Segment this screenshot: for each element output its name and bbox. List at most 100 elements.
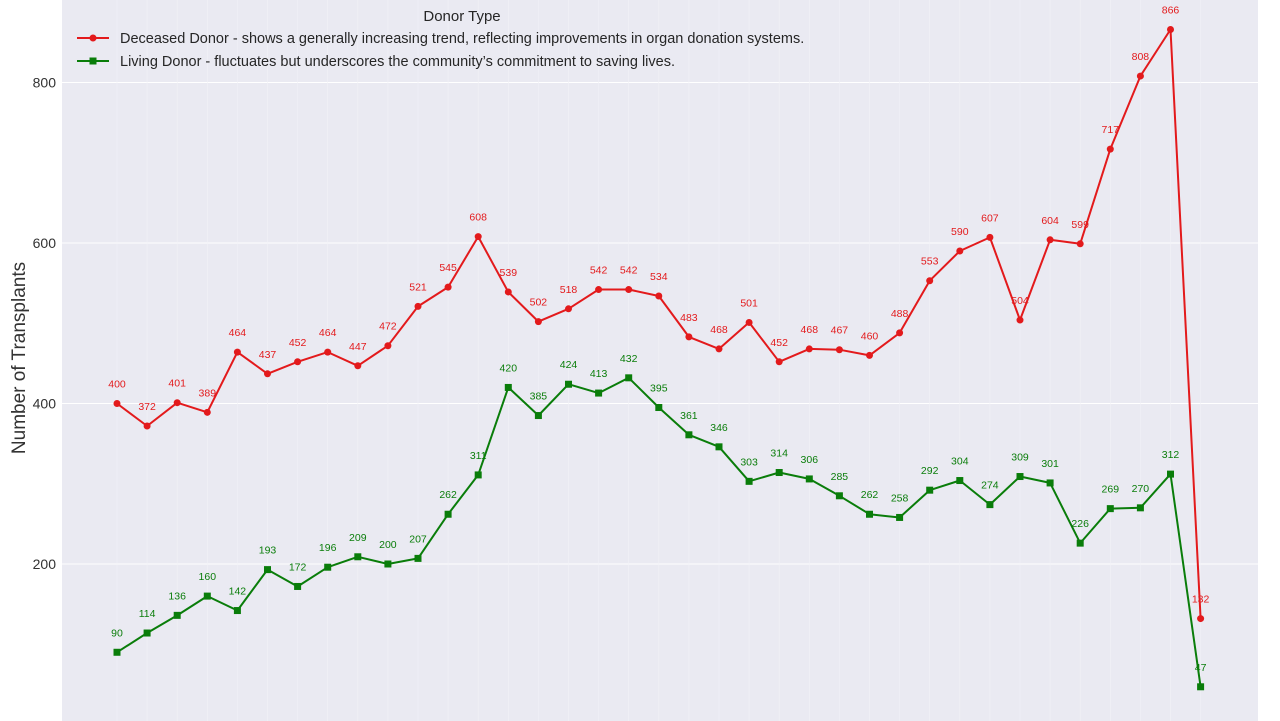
data-label: 142 xyxy=(229,586,247,598)
data-point xyxy=(896,513,904,521)
data-label: 269 xyxy=(1102,484,1120,496)
legend-label-deceased: Deceased Donor - shows a generally incre… xyxy=(120,31,804,47)
data-label: 193 xyxy=(259,545,277,557)
data-label: 464 xyxy=(229,327,247,339)
data-point xyxy=(986,233,994,241)
data-label: 413 xyxy=(590,368,608,380)
data-point xyxy=(896,329,904,337)
grid-lines xyxy=(62,0,1258,721)
data-label: 274 xyxy=(981,480,999,492)
data-point xyxy=(655,404,663,412)
data-point xyxy=(203,408,211,416)
data-point xyxy=(1167,26,1174,34)
data-label: 196 xyxy=(319,542,337,554)
data-point xyxy=(565,380,572,388)
data-label: 90 xyxy=(111,627,123,639)
data-point xyxy=(685,333,693,341)
data-label: 136 xyxy=(168,590,186,602)
legend-entry-deceased: Deceased Donor - shows a generally incre… xyxy=(77,31,804,47)
data-label: 599 xyxy=(1071,219,1089,231)
data-label: 608 xyxy=(469,212,487,224)
data-point xyxy=(625,286,633,294)
data-point xyxy=(203,592,211,600)
y-tick-label: 400 xyxy=(33,396,57,412)
data-label: 226 xyxy=(1071,518,1089,530)
data-label: 604 xyxy=(1041,215,1059,227)
data-point xyxy=(1106,145,1114,153)
legend-title: Donor Type xyxy=(423,8,500,25)
series-layer: 400 372 401 389 464 437 452 464 447 472 521 545 608 5… xyxy=(108,5,1210,691)
data-point xyxy=(384,342,392,350)
data-label: 424 xyxy=(560,359,578,371)
data-point xyxy=(1016,316,1024,324)
data-point xyxy=(264,370,271,378)
data-label: 209 xyxy=(349,532,367,544)
data-label: 501 xyxy=(740,297,758,309)
data-point xyxy=(715,443,723,451)
y-axis-ticks: 200 400 600 800 xyxy=(33,75,57,573)
data-point xyxy=(173,399,181,407)
data-label: 521 xyxy=(409,281,427,293)
data-label: 301 xyxy=(1041,458,1059,470)
data-point xyxy=(173,611,181,619)
data-label: 452 xyxy=(770,337,788,349)
data-label: 518 xyxy=(560,284,578,296)
data-point xyxy=(444,510,452,518)
data-point xyxy=(534,412,542,420)
legend-entry-living: Living Donor - fluctuates but underscore… xyxy=(77,54,675,70)
data-point xyxy=(835,346,843,354)
data-point xyxy=(1136,504,1144,512)
data-point xyxy=(715,345,723,353)
data-label: 542 xyxy=(590,265,608,277)
data-label: 207 xyxy=(409,533,427,545)
data-point xyxy=(233,348,241,356)
data-point xyxy=(565,305,572,313)
data-point xyxy=(324,563,332,571)
data-label: 545 xyxy=(439,262,457,274)
data-label: 385 xyxy=(530,391,548,403)
data-label: 468 xyxy=(710,324,728,336)
data-point xyxy=(805,475,813,483)
data-point xyxy=(504,288,512,296)
data-label: 808 xyxy=(1132,51,1150,63)
data-point xyxy=(805,345,813,353)
data-label: 132 xyxy=(1192,594,1210,606)
data-point xyxy=(775,469,783,477)
data-label: 314 xyxy=(770,448,788,460)
data-label: 420 xyxy=(500,362,518,374)
data-point xyxy=(956,247,964,255)
data-label: 539 xyxy=(500,267,518,279)
legend-label-living: Living Donor - fluctuates but underscore… xyxy=(120,54,675,70)
data-label: 401 xyxy=(168,378,186,390)
data-point xyxy=(534,318,542,326)
data-point xyxy=(444,283,452,291)
y-tick-label: 200 xyxy=(33,556,57,572)
data-label: 395 xyxy=(650,383,668,395)
y-tick-label: 800 xyxy=(33,75,57,91)
data-label: 452 xyxy=(289,337,307,349)
data-label: 542 xyxy=(620,265,638,277)
data-point xyxy=(264,566,271,574)
data-point xyxy=(294,582,302,590)
data-point xyxy=(294,358,302,366)
data-label: 432 xyxy=(620,353,638,365)
data-label: 200 xyxy=(379,539,397,551)
data-label: 483 xyxy=(680,312,698,324)
data-label: 502 xyxy=(530,297,548,309)
series-deceased: 400 372 401 389 464 437 452 464 447 472 521 545 608 5… xyxy=(108,5,1210,623)
data-label: 262 xyxy=(861,489,879,501)
data-point xyxy=(354,362,362,370)
data-label: 262 xyxy=(439,489,457,501)
data-point xyxy=(1076,240,1084,248)
data-point xyxy=(1136,72,1144,80)
data-point xyxy=(1197,683,1205,691)
legend-marker-deceased xyxy=(89,34,97,42)
data-point xyxy=(324,348,332,356)
y-tick-label: 600 xyxy=(33,235,57,251)
data-point xyxy=(233,607,241,615)
data-point xyxy=(745,318,753,326)
data-label: 717 xyxy=(1102,124,1120,136)
data-label: 312 xyxy=(1162,449,1180,461)
data-label: 285 xyxy=(831,471,849,483)
data-label: 304 xyxy=(951,456,969,468)
